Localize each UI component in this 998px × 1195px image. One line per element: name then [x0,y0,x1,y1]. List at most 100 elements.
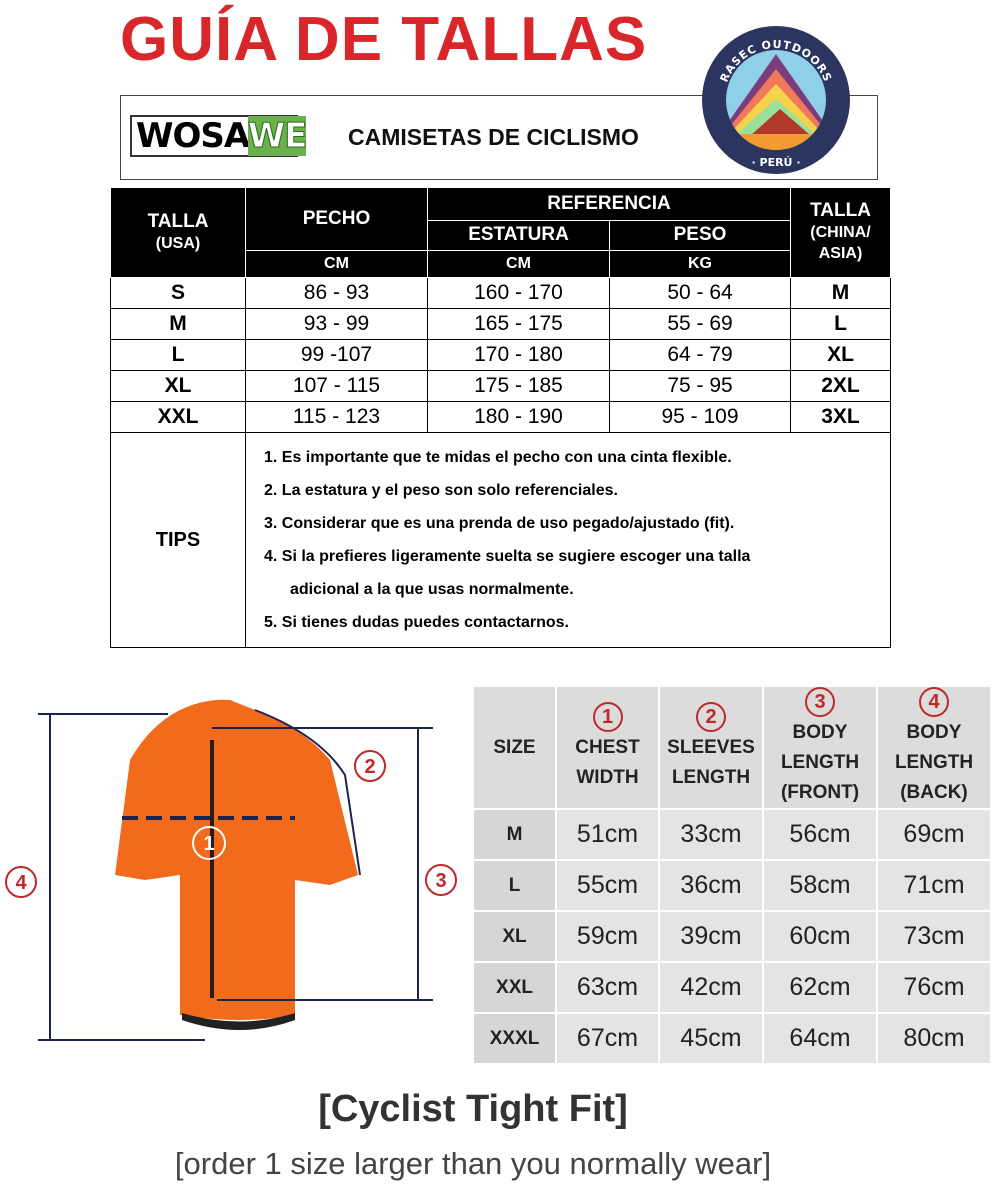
header-label: SIZE [493,736,536,758]
measure-row: L 55cm 36cm 58cm 71cm [472,859,992,912]
logo-text-a: WOSA [136,116,249,156]
header-label: LENGTH [894,752,974,773]
cell-pecho: 93 - 99 [245,308,428,340]
cell-size: XXXL [472,1012,557,1065]
tips-list: 1. Es importante que te midas el pecho c… [244,432,892,648]
cell-peso: 55 - 69 [608,308,792,340]
marker-3-circle [425,864,457,896]
cell-china: L [790,308,892,340]
cell-estatura: 170 - 180 [427,339,610,371]
measurement-table: SIZE 1 CHEST WIDTH 2 SLEEVES LENGTH 3 BODY LENGTH… [472,685,992,1065]
fit-title: [Cyclist Tight Fit] [318,1088,628,1130]
rasec-outdoors-badge-logo: RASEC OUTDOORS · PERÚ · [702,26,850,174]
cell-measure: 67cm [555,1012,660,1065]
cell-usa: XXL [110,401,246,433]
header-col-1: 1 CHEST WIDTH [555,685,660,810]
cell-measure: 58cm [762,859,878,912]
measure-row: XXXL 67cm 45cm 64cm 80cm [472,1012,992,1065]
cell-pecho: 107 - 115 [245,370,428,402]
marker-4: 4 [15,872,27,894]
header-box [120,95,878,180]
cell-measure: 63cm [555,961,660,1014]
tip-item: 1. Es importante que te midas el pecho c… [264,449,732,466]
cell-measure: 80cm [876,1012,992,1065]
wosawe-logo: WOSAWE [130,115,308,157]
subtitle: CAMISETAS DE CICLISMO [348,124,639,150]
cell-usa: S [110,277,246,309]
unit-estatura: CM [427,250,610,278]
marker-2-circle [354,750,386,782]
marker-circle: 2 [696,702,726,732]
header-talla-usa: TALLA (USA) [110,187,246,278]
tip-item: 5. Si tienes dudas puedes contactarnos. [264,614,569,631]
size-row: L 99 -107 170 - 180 64 - 79 XL [110,339,892,371]
jersey-shape [115,699,358,1020]
cell-pecho: 115 - 123 [245,401,428,433]
size-row: S 86 - 93 160 - 170 50 - 64 M [110,277,892,309]
marker-4-circle [5,866,37,898]
cell-measure: 39cm [658,910,764,963]
cell-pecho: 99 -107 [245,339,428,371]
header-label: BODY [906,722,962,743]
marker-circle: 1 [592,702,623,732]
header-label: SLEEVES [667,737,755,758]
measure-row: XL 59cm 39cm 60cm 73cm [472,910,992,963]
cell-measure: 45cm [658,1012,764,1065]
jersey-hem [182,1013,295,1030]
sleeve-length-line [254,709,361,876]
tip-item: 4. Si la prefieres ligeramente suelta se… [264,548,751,565]
header-estatura: ESTATURA [427,220,610,251]
header-label: (BACK) [900,782,968,803]
cell-size: XL [472,910,557,963]
logo-text-b: WE [247,116,308,156]
cell-peso: 64 - 79 [608,339,792,371]
header-label: BODY [792,722,848,743]
cell-china: M [790,277,892,309]
cell-measure: 56cm [762,808,878,861]
tip-item-continued: adicional a la que usas normalmente. [290,581,574,598]
cell-size: XXL [472,961,557,1014]
cell-peso: 75 - 95 [608,370,792,402]
cell-china: 3XL [790,401,892,433]
unit-pecho: CM [245,250,428,278]
tip-item: 3. Considerar que es una prenda de uso p… [264,515,735,532]
header-label: CHEST [575,737,640,758]
cell-pecho: 86 - 93 [245,277,428,309]
cell-size: M [472,808,557,861]
cell-measure: 42cm [658,961,764,1014]
marker-circle: 3 [805,687,835,717]
tip-item: 2. La estatura y el peso son solo refere… [264,482,618,499]
cell-measure: 71cm [876,859,992,912]
marker-circle: 4 [919,687,949,717]
size-table: TALLA (USA) PECHO REFERENCIA TALLA (CHINA/… [110,187,892,648]
measure-row: XXL 63cm 42cm 62cm 76cm [472,961,992,1014]
cell-estatura: 160 - 170 [427,277,610,309]
header-referencia: REFERENCIA [426,187,792,221]
unit-peso: KG [608,250,792,278]
header-talla-china: TALLA (CHINA/ASIA) [790,187,892,278]
cell-measure: 51cm [555,808,660,861]
marker-3: 3 [435,870,446,892]
cell-china: 2XL [790,370,892,402]
header-peso: PESO [608,220,792,251]
cell-measure: 59cm [555,910,660,963]
cell-measure: 60cm [762,910,878,963]
cell-measure: 76cm [876,961,992,1014]
header-label: (FRONT) [780,782,860,803]
header-label: WIDTH [576,767,639,788]
header-col-3: 3 BODY LENGTH (FRONT) [762,685,878,810]
fit-note: [order 1 size larger than you normally w… [174,1146,772,1181]
header-label: LENGTH [780,752,860,773]
measure-row: M 51cm 33cm 56cm 69cm [472,808,992,861]
cell-estatura: 165 - 175 [427,308,610,340]
page-title: GUÍA DE TALLAS [120,5,648,74]
cell-usa: XL [110,370,246,402]
marker-1-circle [192,826,226,860]
header-col-0: SIZE [472,685,557,810]
cell-measure: 55cm [555,859,660,912]
header-col-2: 2 SLEEVES LENGTH [658,685,764,810]
size-row: XL 107 - 115 175 - 185 75 - 95 2XL [110,370,892,402]
marker-2: 2 [364,756,375,778]
cell-measure: 62cm [762,961,878,1014]
cell-measure: 33cm [658,808,764,861]
